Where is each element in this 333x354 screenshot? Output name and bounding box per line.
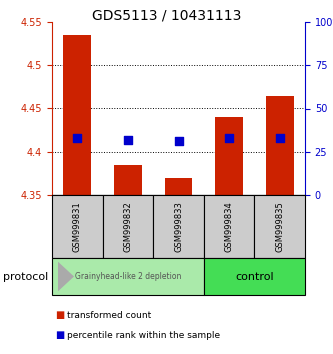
Text: Grainyhead-like 2 depletion: Grainyhead-like 2 depletion	[75, 272, 181, 281]
Bar	[165, 178, 192, 195]
Point	[75, 135, 80, 141]
Text: GSM999834: GSM999834	[224, 201, 234, 252]
Text: percentile rank within the sample: percentile rank within the sample	[67, 331, 220, 339]
Point	[226, 135, 232, 141]
Text: control: control	[235, 272, 274, 281]
Point	[125, 137, 131, 142]
Point	[176, 138, 181, 144]
Text: ■: ■	[55, 310, 65, 320]
Text: GSM999833: GSM999833	[174, 201, 183, 252]
Text: transformed count: transformed count	[67, 310, 151, 320]
Text: GSM999835: GSM999835	[275, 201, 284, 252]
Bar	[266, 96, 294, 195]
Text: GSM999832: GSM999832	[124, 201, 133, 252]
Text: GSM999831: GSM999831	[73, 201, 82, 252]
Bar	[63, 35, 91, 195]
Text: ■: ■	[55, 330, 65, 340]
Point	[277, 135, 282, 141]
Text: protocol: protocol	[3, 272, 49, 281]
Bar	[114, 165, 142, 195]
Text: GDS5113 / 10431113: GDS5113 / 10431113	[92, 9, 241, 23]
Bar	[215, 117, 243, 195]
